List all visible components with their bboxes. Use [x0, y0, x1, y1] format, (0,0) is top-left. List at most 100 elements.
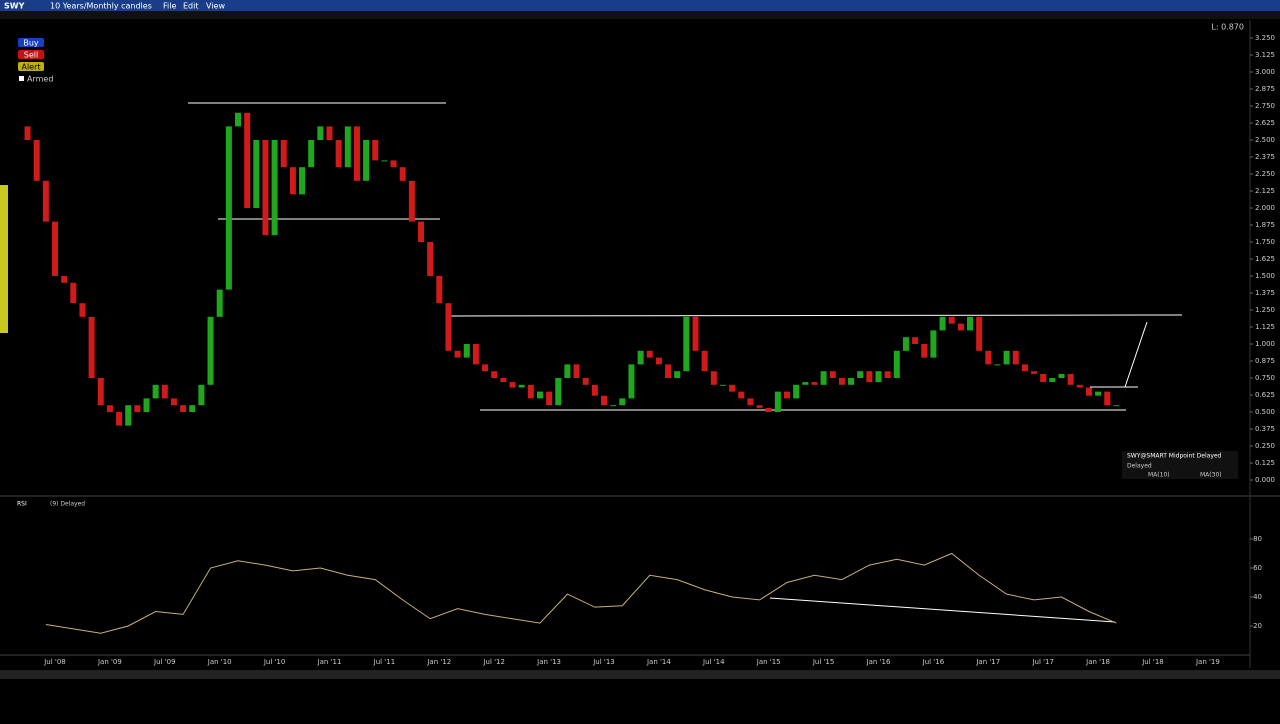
- candle: [1095, 391, 1102, 396]
- x-tick-label: Jan '18: [1085, 658, 1110, 666]
- y-tick-label: 0.500: [1255, 408, 1275, 416]
- candle: [747, 398, 754, 406]
- symbol[interactable]: SWY: [4, 2, 25, 11]
- candle: [216, 289, 223, 317]
- candle: [225, 126, 232, 290]
- candle: [317, 126, 324, 140]
- buy-button[interactable]: [18, 38, 44, 47]
- candle: [921, 344, 928, 358]
- y-tick-label: 1.875: [1255, 221, 1275, 229]
- candle: [884, 371, 891, 378]
- candle: [601, 395, 607, 406]
- x-tick-label: Jul '12: [482, 658, 505, 666]
- y-tick-label: 2.625: [1255, 119, 1275, 127]
- x-tick-label: Jan '19: [1195, 658, 1220, 666]
- candle: [79, 303, 86, 317]
- x-tick-label: Jul '10: [263, 658, 286, 666]
- candle: [125, 405, 132, 426]
- candle: [582, 378, 589, 385]
- candle: [88, 316, 95, 378]
- candle: [189, 405, 196, 412]
- menu-view[interactable]: View: [206, 2, 225, 11]
- candle: [738, 391, 745, 399]
- rsi-label: (9) Delayed: [50, 501, 85, 508]
- y-tick-label: 1.000: [1255, 340, 1275, 348]
- menu-file[interactable]: File: [163, 2, 176, 11]
- x-tick-label: Jan '10: [207, 658, 232, 666]
- candle: [646, 350, 653, 358]
- candle: [418, 221, 424, 242]
- candle: [244, 112, 251, 208]
- candle: [116, 412, 123, 426]
- candle: [573, 364, 580, 378]
- menu-edit[interactable]: Edit: [183, 2, 199, 11]
- candle: [326, 126, 333, 140]
- candle: [97, 378, 104, 406]
- candle: [665, 364, 672, 378]
- candle: [482, 364, 489, 372]
- candle: [235, 112, 241, 127]
- sell-label: Sell: [24, 51, 38, 60]
- candle: [610, 405, 617, 407]
- candle: [472, 344, 479, 365]
- candle: [408, 180, 415, 222]
- candle: [564, 364, 571, 378]
- candle: [555, 378, 562, 406]
- x-tick-label: Jan '13: [536, 658, 561, 666]
- candle: [1104, 391, 1111, 406]
- candle: [253, 140, 260, 208]
- y-tick-label: 1.625: [1255, 255, 1275, 263]
- candle: [1003, 350, 1010, 365]
- candle: [536, 391, 543, 399]
- period[interactable]: 10 Years/Monthly candles: [50, 2, 152, 11]
- y-tick-label: 2.125: [1255, 187, 1275, 195]
- y-tick-label: 0.875: [1255, 357, 1275, 365]
- scrollbar[interactable]: [0, 670, 1280, 679]
- candle: [701, 350, 708, 372]
- y-tick-label: 2.000: [1255, 204, 1275, 212]
- candle: [1021, 364, 1028, 372]
- y-tick-label: 2.875: [1255, 85, 1275, 93]
- x-tick-label: Jan '17: [975, 658, 1000, 666]
- candle: [299, 167, 306, 195]
- candle: [500, 378, 507, 383]
- candle: [70, 282, 77, 304]
- legend-ma30: MA(30): [1200, 472, 1222, 479]
- sell-button[interactable]: [18, 50, 44, 59]
- candle: [857, 371, 864, 378]
- candle: [527, 384, 534, 399]
- alert-button[interactable]: [18, 62, 44, 71]
- armed-checkbox[interactable]: [19, 76, 24, 81]
- candle: [985, 350, 992, 365]
- y-tick-label: 1.500: [1255, 272, 1275, 280]
- candle: [1067, 373, 1074, 385]
- candle: [1085, 387, 1092, 396]
- candle: [454, 350, 461, 358]
- drawings: [188, 102, 1183, 623]
- candle: [838, 378, 845, 385]
- x-tick-label: Jan '12: [426, 658, 451, 666]
- candle: [363, 140, 370, 181]
- candle: [1113, 405, 1120, 407]
- candle: [491, 371, 498, 378]
- legend-box: [1122, 451, 1238, 479]
- candle: [289, 167, 296, 195]
- y-tick-label: 1.125: [1255, 323, 1275, 331]
- candle: [280, 140, 287, 168]
- candle: [674, 371, 681, 378]
- last-price: L: 0.870: [1211, 23, 1244, 32]
- candle: [829, 371, 836, 378]
- candle: [1040, 373, 1047, 383]
- candle: [381, 160, 388, 162]
- candle: [436, 276, 443, 304]
- candle: [710, 371, 717, 385]
- candle: [1031, 371, 1038, 374]
- y-tick-label: 0.125: [1255, 459, 1275, 467]
- candle: [353, 126, 360, 181]
- candle: [811, 382, 818, 385]
- candle: [372, 140, 379, 161]
- candle: [1049, 378, 1056, 383]
- candle: [24, 126, 31, 140]
- alert-label: Alert: [21, 63, 40, 72]
- y-tick-label: 1.250: [1255, 306, 1275, 314]
